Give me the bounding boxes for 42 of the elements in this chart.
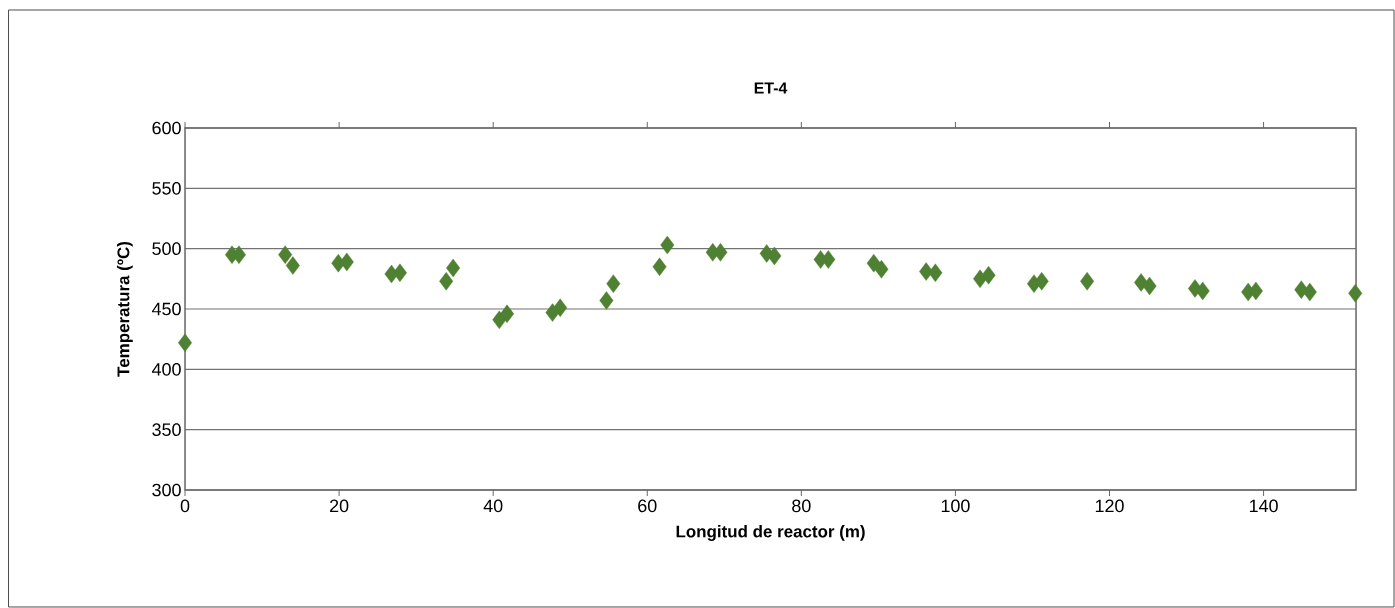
point — [767, 246, 782, 266]
point — [874, 259, 889, 279]
point — [553, 298, 568, 317]
point — [1195, 281, 1210, 301]
x-tick-label: 0 — [180, 499, 190, 513]
point — [339, 252, 354, 272]
y-tick-label: 600 — [152, 121, 181, 135]
point — [1348, 284, 1363, 303]
point — [606, 274, 621, 293]
y-axis-title: Temperatura (ºC) — [116, 241, 133, 377]
y-tick-label: 550 — [152, 181, 181, 195]
point — [652, 257, 667, 276]
x-tick-label: 80 — [792, 499, 811, 513]
y-tick-label: 500 — [152, 242, 181, 255]
point — [178, 333, 192, 352]
point — [1302, 282, 1317, 302]
x-tick-label: 100 — [941, 499, 970, 513]
x-tick-label: 20 — [330, 499, 349, 513]
point — [439, 272, 454, 291]
point — [1080, 272, 1095, 291]
point — [981, 266, 996, 285]
y-tick-label: 300 — [152, 483, 181, 497]
y-tick-label: 350 — [152, 423, 181, 436]
point — [500, 304, 514, 324]
point — [660, 235, 675, 255]
point — [446, 258, 461, 278]
point — [1248, 281, 1263, 301]
point — [928, 263, 943, 282]
chart-title: ET-4 — [754, 82, 788, 94]
point — [1034, 272, 1049, 291]
point — [599, 291, 614, 310]
point — [278, 245, 293, 264]
x-tick-label: 140 — [1249, 499, 1278, 513]
x-tick-label: 60 — [638, 499, 657, 513]
point — [1142, 276, 1157, 296]
y-tick-label: 400 — [151, 362, 181, 376]
x-tick-label: 120 — [1095, 499, 1124, 513]
point — [285, 256, 300, 275]
x-tick-label: 40 — [483, 499, 503, 513]
y-tick-label: 450 — [151, 302, 181, 316]
point — [393, 263, 407, 282]
x-axis-title: Longitud de reactor (m) — [676, 525, 865, 541]
